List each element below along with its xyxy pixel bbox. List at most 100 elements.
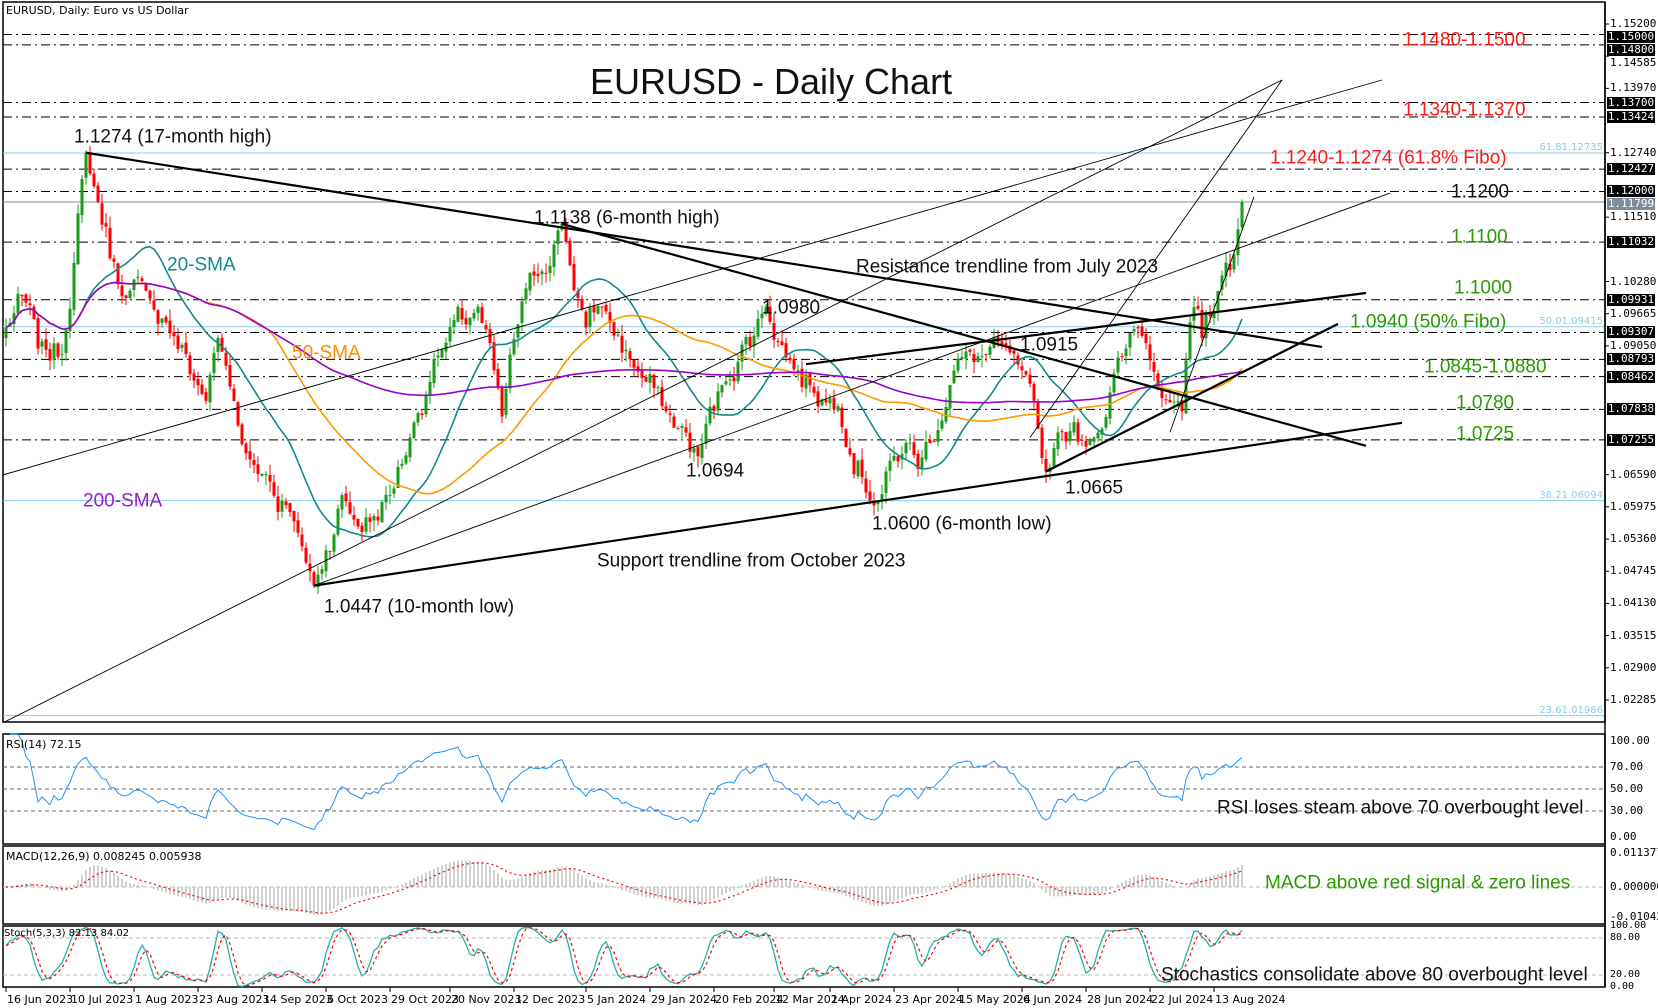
candle-bullish xyxy=(880,494,884,501)
annotation-10-month-low: 1.0447 (10-month low) xyxy=(324,596,515,618)
candle-bullish xyxy=(952,370,956,384)
rsi-axis-label: 70.00 xyxy=(1610,760,1644,773)
candle-bullish xyxy=(708,406,712,424)
date-axis-label: 23 Aug 2023 xyxy=(199,993,270,1006)
candle-bullish xyxy=(16,293,20,314)
candle-bearish xyxy=(240,424,244,445)
level-label-1-0725: 1.0725 xyxy=(1456,423,1515,445)
candle-bearish xyxy=(928,439,932,443)
annotation-support-trendline: Support trendline from October 2023 xyxy=(597,550,906,572)
candle-bullish xyxy=(904,442,908,454)
macd-axis-label: 0.011377 xyxy=(1610,846,1658,859)
candle-bullish xyxy=(976,356,980,362)
candle-bearish xyxy=(1136,327,1140,329)
candle-bullish xyxy=(616,334,620,336)
candle-bearish xyxy=(1012,350,1016,354)
label-20-sma: 20-SMA xyxy=(167,254,236,276)
candle-bearish xyxy=(604,304,608,312)
candle-bearish xyxy=(360,525,364,533)
candle-bullish xyxy=(1100,428,1104,435)
candle-bearish xyxy=(292,510,296,522)
candle-bullish xyxy=(440,349,444,358)
candle-bullish xyxy=(760,313,764,319)
candle-bullish xyxy=(1112,373,1116,393)
candle-bearish xyxy=(712,406,716,411)
candle-bullish xyxy=(588,307,592,327)
candle-bullish xyxy=(716,391,720,411)
candle-bullish xyxy=(1124,348,1128,357)
candle-bearish xyxy=(768,306,772,322)
candle-bearish xyxy=(848,448,852,455)
price-axis-label: 1.04745 xyxy=(1610,564,1657,578)
candle-bullish xyxy=(468,317,472,326)
label-200-sma: 200-SMA xyxy=(83,490,163,512)
candle-bearish xyxy=(840,407,844,427)
candle-bullish xyxy=(1132,329,1136,332)
price-axis-highlight: 1.12427 xyxy=(1607,162,1655,176)
candle-bullish xyxy=(364,517,368,532)
trendline xyxy=(85,151,1323,349)
candle-bearish xyxy=(356,518,360,527)
current-price-label: 1.11799 xyxy=(1607,197,1655,211)
price-axis-label: 1.13970 xyxy=(1610,81,1657,95)
candle-bullish xyxy=(448,327,452,342)
candle-bearish xyxy=(1080,439,1084,441)
rsi-axis-label: 30.00 xyxy=(1610,804,1644,817)
trendline xyxy=(805,291,1367,366)
candle-bearish xyxy=(932,441,936,443)
candle-bullish xyxy=(400,463,404,466)
price-axis-label: 1.09665 xyxy=(1610,306,1657,320)
candle-bearish xyxy=(808,372,812,386)
date-axis-label: 12 Dec 2023 xyxy=(515,993,586,1006)
stoch-axis-label: 20.00 xyxy=(1610,969,1641,980)
candle-bullish xyxy=(1232,254,1236,270)
candle-bullish xyxy=(520,301,524,323)
candle-bullish xyxy=(1092,437,1096,442)
candle-bearish xyxy=(788,357,792,361)
price-axis-label: 1.04130 xyxy=(1610,596,1657,610)
candle-bullish xyxy=(212,353,216,374)
candle-bearish xyxy=(272,482,276,496)
candle-bearish xyxy=(532,271,536,276)
candle-bearish xyxy=(496,368,500,389)
candle-bullish xyxy=(132,279,136,291)
candle-bullish xyxy=(372,515,376,521)
candle-bearish xyxy=(1024,371,1028,375)
candle-bullish xyxy=(512,338,516,355)
stoch-main-line xyxy=(5,926,1243,988)
candle-bullish xyxy=(740,344,744,362)
candle-bullish xyxy=(1216,290,1220,313)
candle-bearish xyxy=(1156,373,1160,390)
candle-bearish xyxy=(184,342,188,355)
candle-bearish xyxy=(196,379,200,386)
candle-bearish xyxy=(284,501,288,506)
candle-bearish xyxy=(56,343,60,357)
date-axis-label: 14 Sep 2023 xyxy=(263,993,333,1006)
date-axis-label: 6 Oct 2023 xyxy=(327,993,389,1006)
candle-bearish xyxy=(480,307,484,324)
level-label-1-0780: 1.0780 xyxy=(1456,392,1515,414)
candle-bearish xyxy=(1144,333,1148,344)
candle-bullish xyxy=(72,262,76,310)
candle-bullish xyxy=(128,290,132,299)
level-label-1-0940: 1.0940 (50% Fibo) xyxy=(1350,311,1507,333)
candle-bullish xyxy=(1116,357,1120,373)
candle-bullish xyxy=(656,387,660,389)
candle-bullish xyxy=(924,441,928,460)
annotation-17-month-high: 1.1274 (17-month high) xyxy=(74,126,272,148)
candle-bearish xyxy=(148,290,152,299)
candle-bearish xyxy=(236,401,240,426)
price-axis-highlight: 1.12000 xyxy=(1607,184,1655,198)
price-axis-label: 1.06590 xyxy=(1610,467,1657,481)
trendline xyxy=(1169,196,1255,433)
candle-bearish xyxy=(152,300,156,310)
candle-bearish xyxy=(872,500,876,506)
candle-bearish xyxy=(120,285,124,297)
candle-bullish xyxy=(1224,262,1228,277)
candle-bullish xyxy=(1240,201,1244,228)
annotation-6-month-low: 1.0600 (6-month low) xyxy=(872,513,1052,535)
candle-bearish xyxy=(268,475,272,482)
candle-bearish xyxy=(564,223,568,243)
rsi-annotation: RSI loses steam above 70 overbought leve… xyxy=(1217,797,1584,819)
trendline xyxy=(561,222,1367,447)
